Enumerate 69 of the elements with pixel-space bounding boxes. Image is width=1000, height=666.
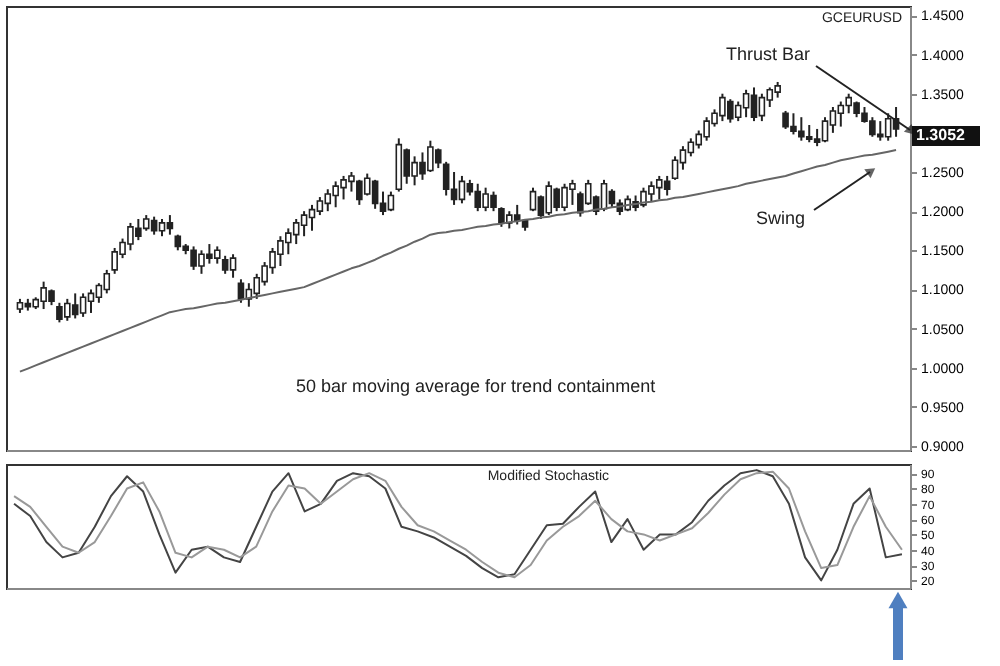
text: 1.3052 [916,126,967,144]
candlestick [458,174,466,205]
candlestick [727,98,734,124]
annotation: Thrust Bar [726,44,811,64]
candlestick [869,116,876,138]
candlestick [190,245,197,271]
annotation: Swing [756,208,806,228]
candlestick [529,186,537,213]
candlestick [758,92,766,123]
candlestick [671,155,679,181]
candlestick [64,297,71,322]
candlestick [474,182,482,213]
candlestick [206,243,213,265]
candlestick [340,174,347,201]
candlestick [411,155,418,187]
annotation: 50 bar moving average for trend containment [296,376,657,396]
candlestick [79,292,87,318]
candlestick [782,109,789,130]
candlestick [545,180,553,217]
candlestick [569,178,576,206]
candlestick [356,178,363,206]
candlestick [292,217,300,246]
candlestick [324,188,332,213]
candlestick [198,249,205,275]
candlestick [221,254,229,275]
candlestick [679,145,687,171]
candlestick [450,171,458,206]
candlestick [300,210,308,238]
candlestick [127,221,134,252]
candlestick [71,292,79,320]
candlestick [229,253,237,279]
candlestick [876,120,884,142]
candlestick [719,92,726,123]
candlestick [655,174,663,201]
candlestick [277,235,284,267]
candlestick [237,278,245,304]
candlestick [790,112,797,136]
candlestick [482,186,489,213]
candlestick [316,196,324,217]
candlestick [663,174,671,197]
candlestick [703,116,710,142]
candlestick [87,288,95,314]
candlestick [150,215,158,236]
line-series [18,149,898,373]
candlestick [750,86,758,123]
candlestick [308,203,316,232]
candlestick [371,178,379,210]
candlestick [608,188,616,209]
candlestick [561,182,568,213]
candlestick [648,180,655,202]
candlestick [798,116,805,142]
candlestick [135,217,142,242]
candlestick [253,272,261,300]
candlestick [56,301,63,324]
candlestick [427,139,434,174]
candlestick [584,178,592,206]
candlestick [829,106,837,134]
candlestick [837,100,845,128]
candlestick [403,147,410,185]
candlestick [640,186,647,209]
candlestick [40,280,47,311]
candlestick [742,88,750,119]
candlestick [821,116,829,144]
candlestick [734,100,742,123]
candlestick [687,137,695,158]
candlestick [166,214,174,236]
candlestick [395,137,403,193]
candlestick [332,180,339,209]
candlestick [285,227,292,256]
